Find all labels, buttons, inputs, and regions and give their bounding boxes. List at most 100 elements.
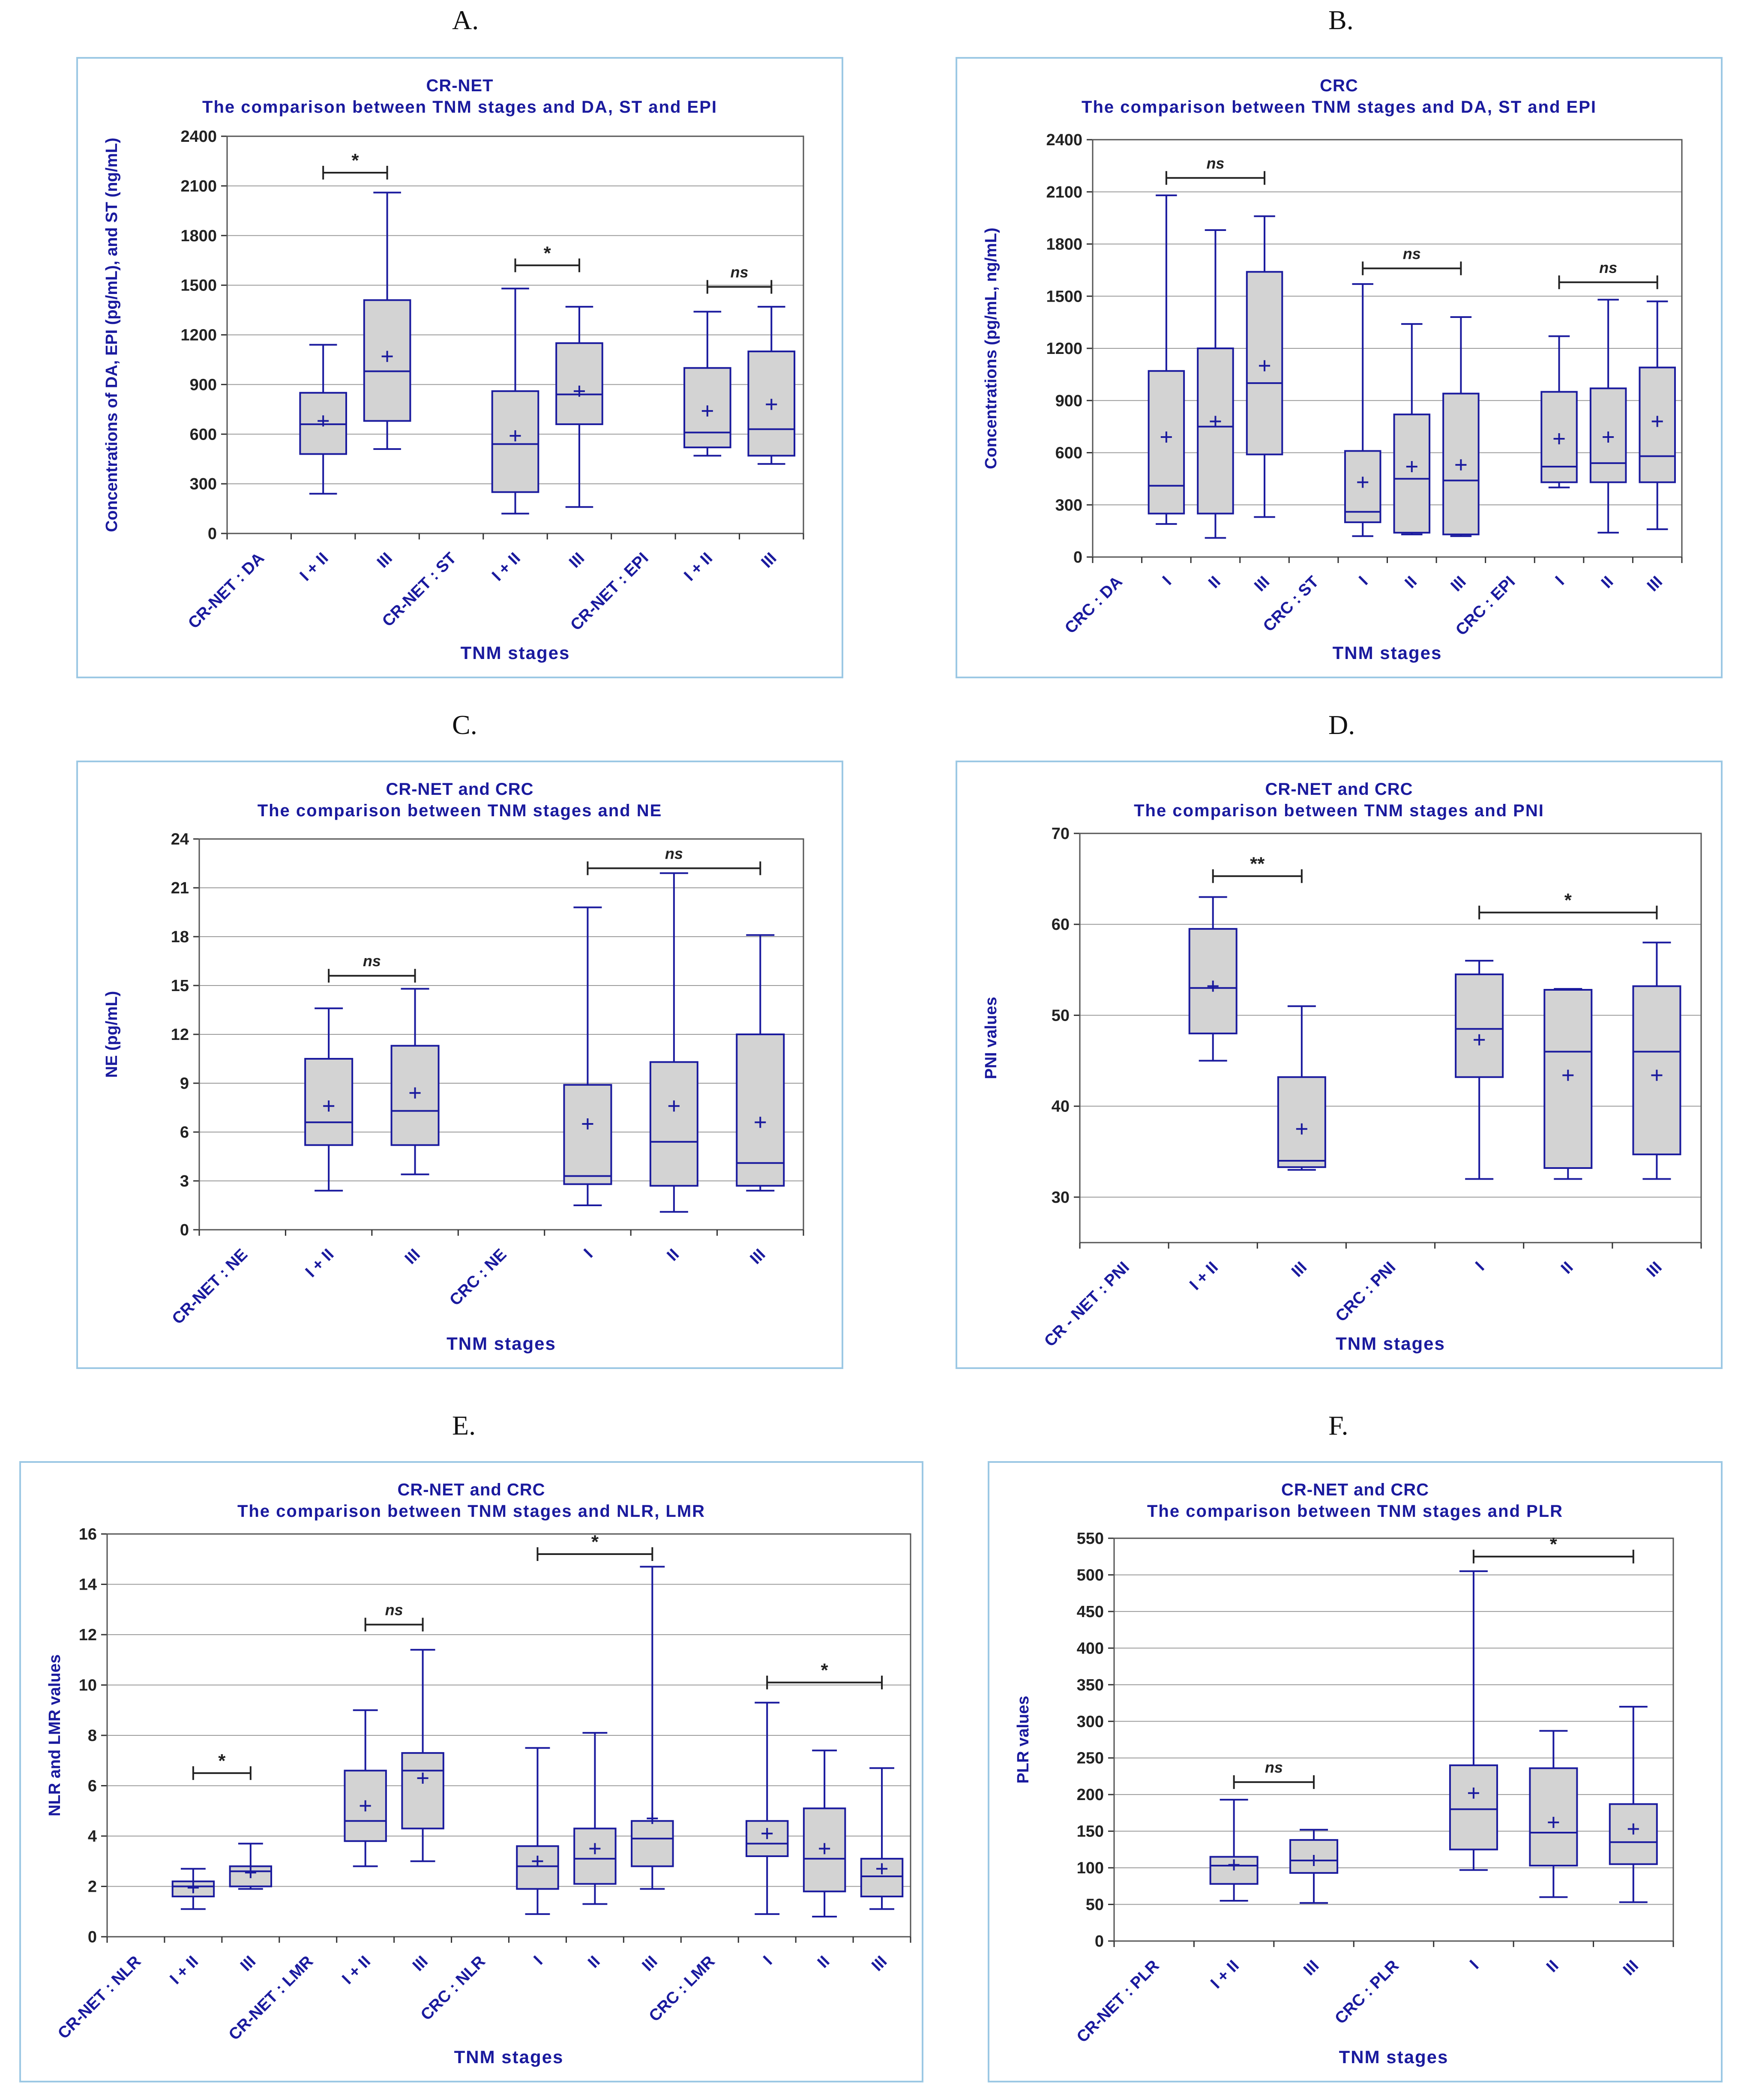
mean-marker <box>1308 1855 1320 1866</box>
panel-letter-a: A. <box>452 5 479 35</box>
y-tick-label: 400 <box>1077 1639 1104 1657</box>
significance-label: ** <box>1250 854 1265 875</box>
significance-label: ns <box>665 845 683 862</box>
mean-marker <box>1259 360 1271 371</box>
x-axis-label: TNM stages <box>454 2047 564 2067</box>
y-tick-label: 1800 <box>180 227 217 245</box>
x-axis-label: TNM stages <box>461 643 570 663</box>
mean-marker <box>1228 1859 1240 1871</box>
y-tick-label: 3 <box>180 1172 189 1190</box>
box-iqr <box>491 390 539 493</box>
y-axis-label: Concentrations (pg/mL, ng/mL) <box>982 228 1000 469</box>
mean-marker <box>1406 461 1417 472</box>
x-tick-label: CR-NET : PLR <box>1073 1957 1163 2046</box>
y-tick-label: 1200 <box>1046 340 1082 358</box>
mean-marker <box>1562 1069 1574 1081</box>
box-iqr <box>516 1845 559 1890</box>
y-tick-label: 15 <box>171 977 189 995</box>
panel-frame-d <box>956 761 1723 1369</box>
y-tick-label: 2400 <box>1046 131 1082 149</box>
box-iqr <box>649 1061 698 1187</box>
y-tick-label: 70 <box>1052 825 1070 843</box>
mean-marker <box>1651 1069 1663 1081</box>
mean-marker <box>532 1855 543 1867</box>
y-tick-label: 50 <box>1086 1896 1104 1914</box>
mean-marker <box>1455 459 1467 470</box>
y-axis-label: NE (pg/mL) <box>103 991 121 1078</box>
y-tick-label: 0 <box>88 1928 97 1946</box>
y-tick-label: 600 <box>1055 444 1082 462</box>
y-tick-label: 1200 <box>180 327 217 345</box>
y-tick-label: 10 <box>79 1677 97 1695</box>
chart-subtitle: The comparison between TNM stages and DA… <box>1082 98 1597 117</box>
mean-marker <box>819 1843 830 1854</box>
y-tick-label: 200 <box>1077 1786 1104 1804</box>
box-iqr <box>747 350 796 457</box>
significance-label: ns <box>731 263 749 281</box>
y-axis-label: PLR values <box>1014 1696 1032 1784</box>
y-tick-label: 40 <box>1052 1098 1070 1116</box>
chart-subtitle: The comparison between TNM stages and PN… <box>1134 801 1544 820</box>
y-tick-label: 2 <box>88 1878 97 1896</box>
mean-marker <box>876 1863 888 1875</box>
y-tick-label: 900 <box>1055 392 1082 410</box>
chart-subtitle: The comparison between TNM stages and NL… <box>237 1502 705 1521</box>
mean-marker <box>318 415 329 427</box>
y-tick-label: 250 <box>1077 1750 1104 1767</box>
mean-marker <box>381 350 393 362</box>
mean-marker <box>1296 1123 1307 1135</box>
mean-marker <box>187 1882 199 1893</box>
mean-marker <box>573 385 585 397</box>
y-tick-label: 14 <box>79 1576 97 1594</box>
panel-frame-e <box>19 1461 923 2082</box>
mean-marker <box>245 1867 256 1878</box>
significance-label: ns <box>385 1601 403 1619</box>
panel-letter-d: D. <box>1328 710 1355 740</box>
x-tick-label: I <box>1466 1957 1482 1973</box>
mean-marker <box>1468 1787 1479 1799</box>
x-tick-label: III <box>1300 1957 1322 1979</box>
y-tick-label: 50 <box>1052 1007 1070 1025</box>
y-tick-label: 1500 <box>180 277 217 295</box>
y-tick-label: 6 <box>180 1123 189 1141</box>
mean-marker <box>761 1828 773 1839</box>
y-tick-label: 550 <box>1077 1530 1104 1548</box>
box-iqr <box>401 1752 444 1830</box>
y-tick-label: 0 <box>1095 1932 1104 1950</box>
box-iqr <box>1393 413 1431 534</box>
plot-area <box>198 838 804 1231</box>
panel-letter-b: B. <box>1328 5 1354 35</box>
x-axis-label: TNM stages <box>1333 643 1442 663</box>
chart-title: CRC <box>1320 76 1358 95</box>
mean-marker <box>417 1772 429 1784</box>
x-tick-label: II <box>1543 1957 1562 1976</box>
y-tick-label: 4 <box>88 1827 97 1845</box>
y-tick-label: 18 <box>171 928 189 946</box>
box-iqr <box>1455 973 1504 1078</box>
mean-marker <box>668 1100 680 1112</box>
chart-title: CR-NET and CRC <box>1265 780 1413 799</box>
y-tick-label: 300 <box>1077 1713 1104 1731</box>
y-tick-label: 60 <box>1052 916 1070 934</box>
mean-marker <box>1548 1817 1559 1828</box>
box-iqr <box>555 342 603 425</box>
y-tick-label: 0 <box>180 1221 189 1239</box>
mean-marker <box>509 430 521 442</box>
y-tick-label: 600 <box>190 425 217 443</box>
chart-title: CR-NET <box>426 76 493 95</box>
panel-letter-e: E. <box>452 1410 476 1441</box>
x-axis-label: TNM stages <box>1336 1333 1445 1354</box>
significance-label: * <box>1550 1534 1558 1555</box>
mean-marker <box>701 405 713 417</box>
panel-letter-f: F. <box>1328 1410 1348 1441</box>
y-tick-label: 0 <box>1073 548 1082 566</box>
significance-label: * <box>821 1660 829 1681</box>
chart-subtitle: The comparison between TNM stages and PL… <box>1147 1502 1563 1521</box>
significance-label: ns <box>1265 1758 1283 1776</box>
mean-marker <box>1210 416 1221 427</box>
mean-marker <box>647 1812 658 1824</box>
box-iqr <box>1277 1076 1326 1168</box>
x-tick-label: CRC : PLR <box>1331 1957 1402 2028</box>
